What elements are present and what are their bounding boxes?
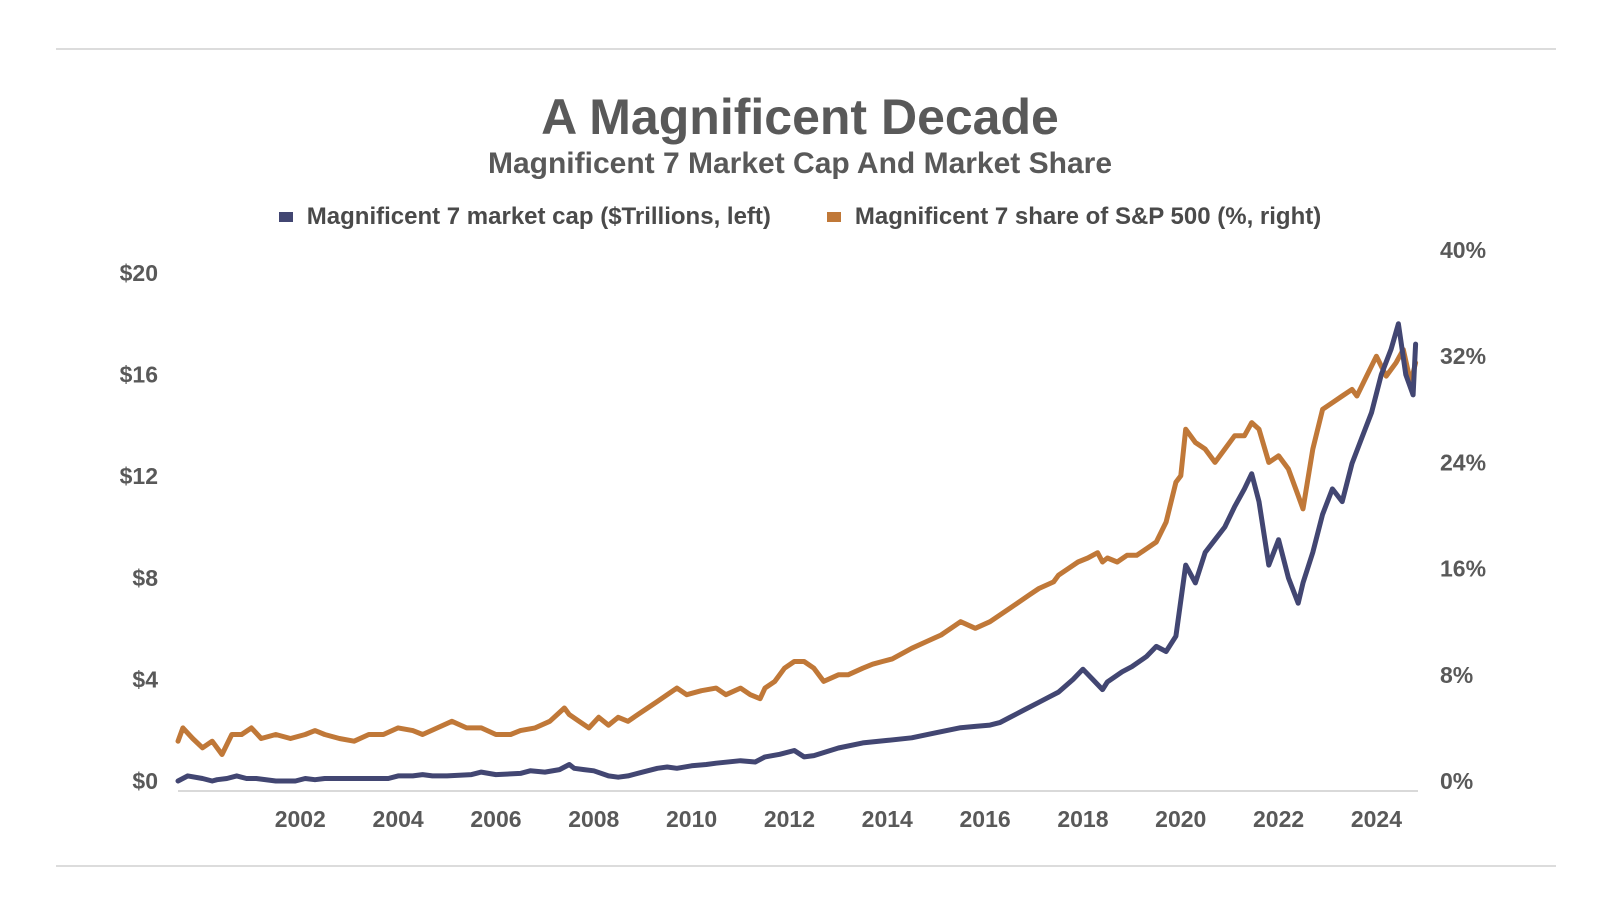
legend-item-market-cap: Magnificent 7 market cap ($Trillions, le… [278, 203, 771, 231]
y-left-tick-label: $20 [120, 260, 158, 286]
series-line-market-share [175, 347, 1419, 757]
x-tick-label: 2018 [1057, 806, 1108, 832]
y-right-tick-label: 40% [1440, 237, 1486, 263]
bottom-divider [56, 865, 1556, 867]
x-tick-label: 2012 [764, 806, 815, 832]
x-tick-label: 2016 [960, 806, 1011, 832]
y-left-tick-label: $4 [132, 666, 158, 692]
x-tick-label: 2008 [568, 806, 619, 832]
y-right-tick-label: 0% [1440, 768, 1473, 794]
x-tick-label: 2010 [666, 806, 717, 832]
x-tick-label: 2014 [862, 806, 913, 832]
x-tick-label: 2020 [1155, 806, 1206, 832]
y-right-tick-label: 24% [1440, 449, 1486, 475]
chart-legend: Magnificent 7 market cap ($Trillions, le… [0, 203, 1600, 231]
x-tick-label: 2006 [470, 806, 521, 832]
y-right-tick-label: 8% [1440, 662, 1473, 688]
y-left-tick-label: $16 [120, 362, 158, 388]
y-right-tick-label: 16% [1440, 556, 1486, 582]
series-line-market-cap [175, 321, 1419, 784]
y-left-tick-label: $8 [132, 565, 158, 591]
chart-title: A Magnificent Decade [541, 89, 1059, 145]
legend-swatch-market-share [826, 212, 841, 222]
legend-swatch-market-cap [278, 212, 293, 222]
y-left-tick-label: $12 [120, 463, 158, 489]
legend-label-market-share: Magnificent 7 share of S&P 500 (%, right… [854, 203, 1322, 230]
x-tick-label: 2004 [373, 806, 424, 832]
y-right-tick-label: 32% [1440, 343, 1486, 369]
x-tick-label: 2022 [1253, 806, 1304, 832]
chart-subtitle: Magnificent 7 Market Cap And Market Shar… [487, 147, 1113, 180]
legend-item-market-share: Magnificent 7 share of S&P 500 (%, right… [826, 203, 1322, 231]
top-divider [56, 48, 1556, 50]
y-left-tick-label: $0 [132, 768, 158, 794]
legend-label-market-cap: Magnificent 7 market cap ($Trillions, le… [306, 203, 771, 230]
x-tick-label: 2024 [1351, 806, 1402, 832]
x-tick-label: 2002 [275, 806, 326, 832]
